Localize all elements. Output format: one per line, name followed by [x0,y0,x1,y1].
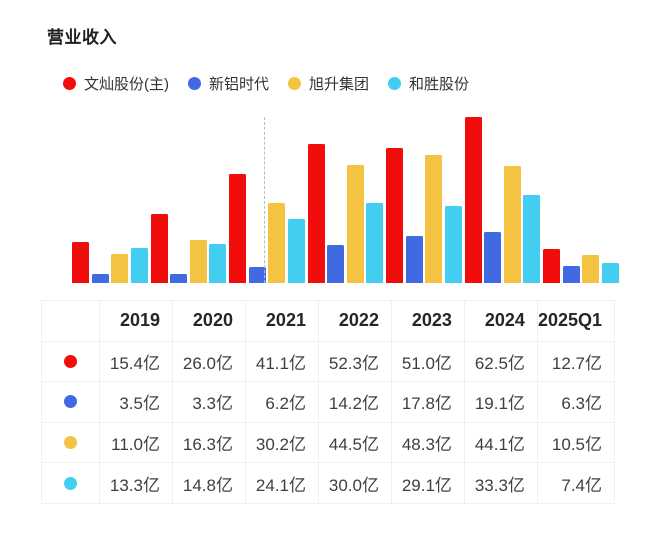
bar-group-2025Q1 [543,249,619,283]
dashed-marker-line [264,117,265,283]
table-cell-r3-2019: 11.0亿 [100,422,173,464]
table-cell-r4-2024: 33.3亿 [464,463,538,504]
bar-新铝时代-2021[interactable] [248,267,266,283]
legend-dot-icon [188,77,201,90]
bar-旭升集团-2019[interactable] [111,254,128,283]
series-dot-icon [64,476,77,490]
data-table: 2019 2020 2021 2022 2023 2024 2025Q1 15.4亿 26.0亿… [41,300,615,504]
bar-group-2022 [307,144,384,283]
legend-item-1[interactable]: 文灿股份(主) [63,73,169,94]
table-cell-r1-2019: 15.4亿 [100,341,173,383]
bar-新铝时代-2020[interactable] [170,274,188,283]
legend: 文灿股份(主) 新铝时代 旭升集团 和胜股份 [63,73,650,94]
table-corner-cell [42,301,100,342]
table-cell-r1-2023: 51.0亿 [391,341,465,383]
column-header-2019: 2019 [100,301,173,342]
table-cell-r2-2019: 3.5亿 [100,382,173,423]
column-header-2023: 2023 [391,301,465,342]
legend-dot-icon [388,77,402,90]
table-cell-r4-2025Q1: 7.4亿 [537,463,615,504]
table-cell-r1-2022: 52.3亿 [318,341,392,383]
table-cell-r3-2024: 44.1亿 [464,422,538,464]
legend-item-3[interactable]: 旭升集团 [288,73,369,94]
table-row-dot-cell [42,382,100,423]
bar-文灿股份(主)-2021[interactable] [229,174,247,283]
table-cell-r2-2024: 19.1亿 [464,382,538,423]
bar-旭升集团-2023[interactable] [425,155,443,283]
table-cell-r3-2023: 48.3亿 [391,422,465,464]
section-header: 营业收入 [33,24,650,47]
table-cell-r2-2023: 17.8亿 [391,382,465,423]
table-cell-r2-2020: 3.3亿 [172,382,246,423]
title-accent-bar [33,26,38,45]
column-header-2022: 2022 [318,301,392,342]
revenue-bar-chart [72,117,619,283]
table-cell-r3-2021: 30.2亿 [245,422,319,464]
bar-和胜股份-2021[interactable] [287,219,305,283]
bar-新铝时代-2025Q1[interactable] [562,266,580,283]
table-cell-r3-2025Q1: 10.5亿 [537,422,615,464]
table-cell-r4-2023: 29.1亿 [391,463,465,504]
table-row-dot-cell [42,463,100,504]
bar-和胜股份-2023[interactable] [444,206,462,283]
bar-文灿股份(主)-2022[interactable] [307,144,325,283]
series-dot-icon [64,395,77,409]
bar-group-2019 [72,242,148,283]
bar-和胜股份-2020[interactable] [209,244,227,283]
table-cell-r3-2020: 16.3亿 [172,422,246,464]
bar-新铝时代-2019[interactable] [91,274,109,283]
bar-group-2023 [386,148,462,283]
bar-新铝时代-2024[interactable] [484,232,502,283]
legend-label: 文灿股份(主) [84,76,169,93]
legend-item-4[interactable]: 和胜股份 [388,73,469,94]
bar-旭升集团-2022[interactable] [346,165,364,283]
table-row-dot-cell [42,341,100,383]
column-header-2025Q1: 2025Q1 [537,301,615,342]
legend-dot-icon [63,77,76,90]
bar-和胜股份-2019[interactable] [130,248,148,283]
bar-groups [72,117,619,283]
table-cell-r1-2025Q1: 12.7亿 [537,341,615,383]
legend-dot-icon [288,77,302,90]
table-cell-r4-2020: 14.8亿 [172,463,246,504]
bar-旭升集团-2020[interactable] [189,240,207,283]
table-cell-r1-2024: 62.5亿 [464,341,538,383]
bar-group-2020 [150,214,227,283]
page-title: 营业收入 [47,27,117,47]
table-cell-r4-2019: 13.3亿 [100,463,173,504]
bar-文灿股份(主)-2025Q1[interactable] [543,249,561,283]
column-header-2024: 2024 [464,301,538,342]
bar-group-2021 [229,174,305,283]
legend-label: 和胜股份 [409,76,470,93]
bar-旭升集团-2025Q1[interactable] [582,255,600,283]
bar-和胜股份-2025Q1[interactable] [601,263,619,283]
table-cell-r2-2025Q1: 6.3亿 [537,382,615,423]
table-cell-r4-2021: 24.1亿 [245,463,319,504]
table-cell-r4-2022: 30.0亿 [318,463,392,504]
table-cell-r1-2020: 26.0亿 [172,341,246,383]
legend-label: 新铝时代 [209,76,270,93]
table-cell-r2-2021: 6.2亿 [245,382,319,423]
column-header-2021: 2021 [245,301,319,342]
bar-新铝时代-2022[interactable] [327,245,345,283]
legend-item-2[interactable]: 新铝时代 [188,73,269,94]
legend-label: 旭升集团 [309,76,370,93]
bar-和胜股份-2022[interactable] [366,203,384,283]
series-dot-icon [64,436,77,450]
series-dot-icon [64,354,77,368]
bar-文灿股份(主)-2019[interactable] [72,242,89,283]
bar-文灿股份(主)-2024[interactable] [464,117,482,283]
bar-group-2024 [464,117,541,283]
table-row-dot-cell [42,422,100,464]
bar-旭升集团-2024[interactable] [503,166,521,283]
table-cell-r1-2021: 41.1亿 [245,341,319,383]
bar-文灿股份(主)-2020[interactable] [150,214,168,283]
table-cell-r2-2022: 14.2亿 [318,382,392,423]
bar-文灿股份(主)-2023[interactable] [386,148,404,283]
table-cell-r3-2022: 44.5亿 [318,422,392,464]
bar-旭升集团-2021[interactable] [268,203,286,283]
column-header-2020: 2020 [172,301,246,342]
bar-和胜股份-2024[interactable] [523,195,541,283]
bar-新铝时代-2023[interactable] [405,236,423,283]
